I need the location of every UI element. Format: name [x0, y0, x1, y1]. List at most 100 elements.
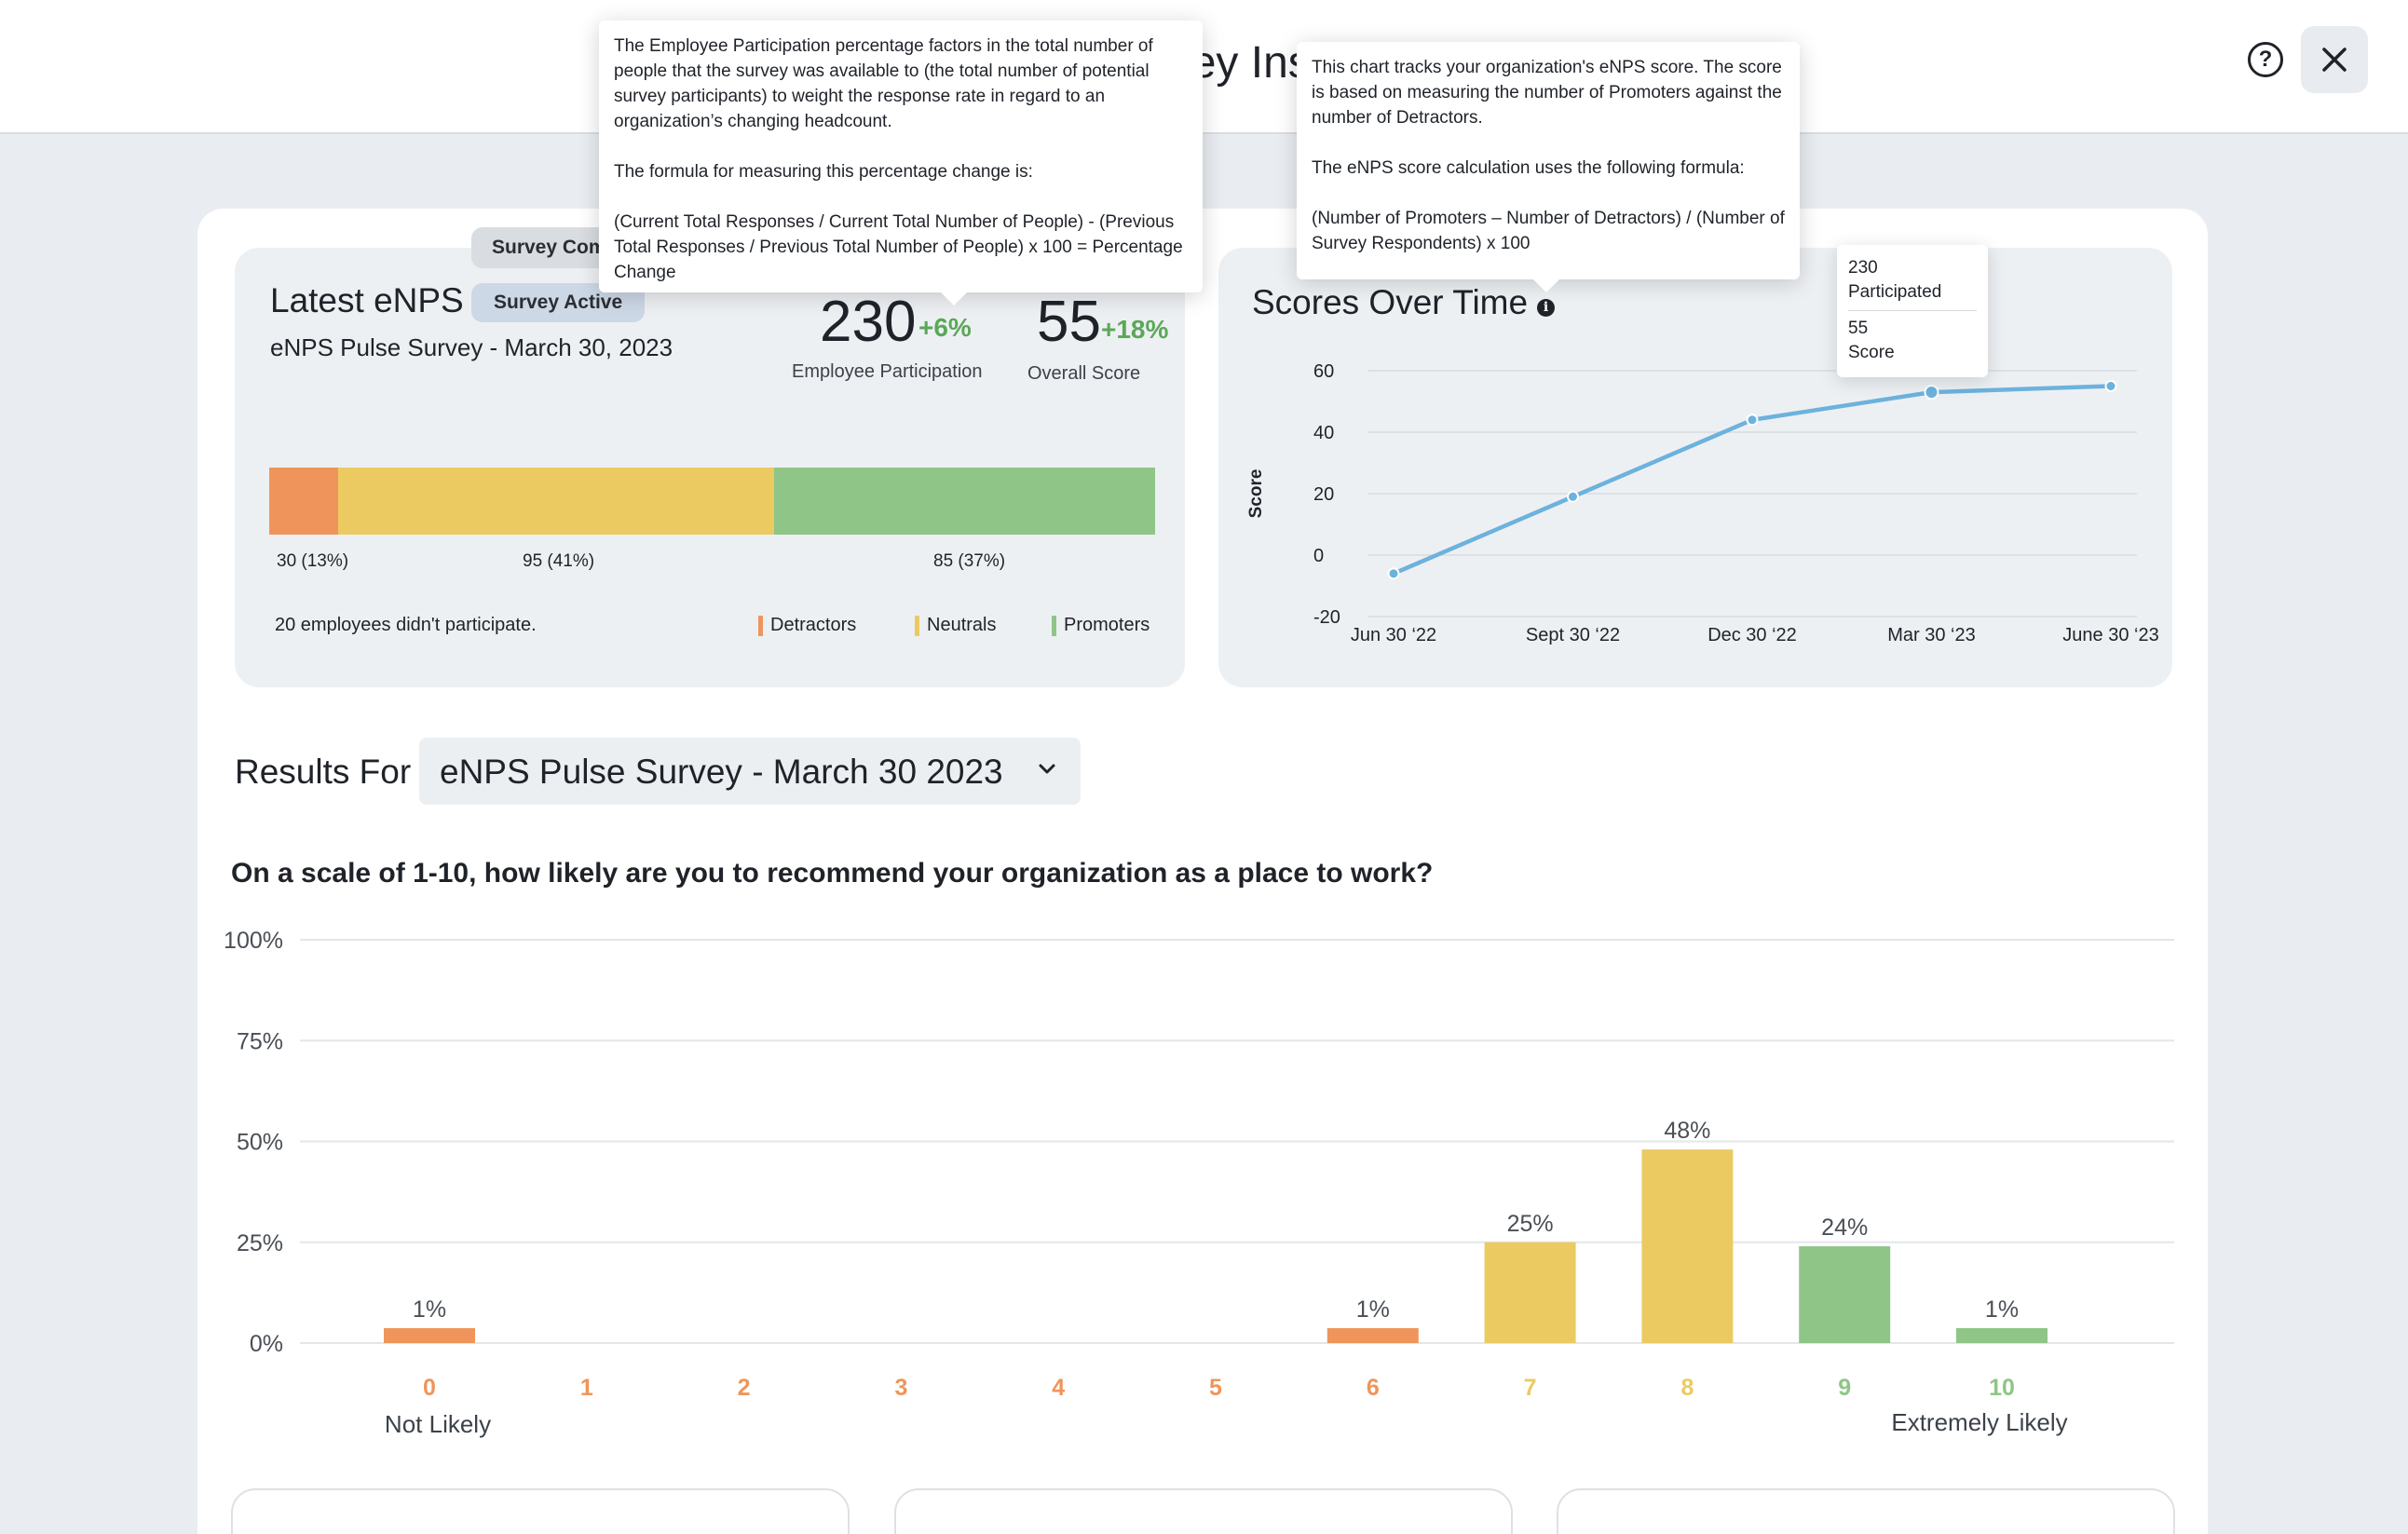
promoters-segment[interactable]: [774, 468, 1155, 535]
bar-value-label: 24%: [1821, 1215, 1868, 1241]
response-breakdown-bar: [269, 468, 1155, 535]
y-tick-label: -20: [1313, 607, 1340, 628]
x-tick-label: Mar 30 ‘23: [1887, 625, 1976, 645]
category-label: 10: [1989, 1375, 2015, 1401]
results-for-label: Results For: [235, 753, 412, 791]
participation-tooltip-arrow: [941, 292, 967, 305]
top-bar: [0, 0, 2408, 134]
close-button[interactable]: [2301, 26, 2368, 93]
y-tick-label: 0%: [250, 1331, 283, 1357]
legend-promoters: Promoters: [1052, 615, 1150, 636]
participation-tooltip: The Employee Participation percentage fa…: [599, 20, 1203, 292]
category-label: 4: [1052, 1375, 1065, 1401]
close-icon: [2322, 48, 2347, 72]
bar-9: [1799, 1246, 1891, 1343]
legend-detractors: Detractors: [758, 615, 856, 636]
participated-label: Participated: [1848, 282, 1942, 302]
detractors-count: 30 (13%): [277, 551, 349, 571]
survey-select-value: eNPS Pulse Survey - March 30 2023: [440, 753, 1003, 791]
survey-name: eNPS Pulse Survey - March 30, 2023: [270, 333, 673, 361]
category-label: 5: [1209, 1375, 1222, 1401]
neutrals-swatch: [915, 615, 919, 636]
legend-label: Detractors: [770, 615, 857, 635]
promoters-count: 85 (37%): [933, 551, 1006, 571]
y-tick-label: 50%: [237, 1130, 283, 1156]
survey-complete-badge: Survey Complete: [471, 227, 620, 268]
y-tick-label: 40: [1313, 423, 1334, 443]
bar-value-label: 1%: [413, 1296, 446, 1323]
latest-enps-title: Latest eNPS: [270, 281, 464, 319]
participation-value: 230: [820, 290, 917, 354]
y-tick-label: 60: [1313, 361, 1334, 382]
bar-6: [1326, 1328, 1419, 1343]
bar-value-label: 1%: [1985, 1296, 2019, 1323]
bar-value-label: 1%: [1356, 1296, 1390, 1323]
overall-score-label: Overall Score: [1027, 363, 1141, 384]
legend-neutrals: Neutrals: [915, 615, 996, 636]
bar-8: [1641, 1149, 1734, 1343]
category-label: 3: [894, 1375, 907, 1401]
scores-over-time-panel: [1218, 248, 2172, 687]
neutrals-count: 95 (41%): [523, 551, 595, 571]
participation-label[interactable]: Employee Participation: [792, 361, 983, 382]
category-label: 8: [1680, 1375, 1694, 1401]
category-label: 9: [1838, 1375, 1851, 1401]
category-label: 0: [423, 1375, 436, 1401]
chevron-down-icon: [1039, 764, 1055, 774]
data-point: [1924, 385, 1939, 400]
participation-delta: +6%: [918, 313, 972, 342]
category-label: 6: [1367, 1375, 1380, 1401]
question-circle-icon: ?: [2258, 47, 2273, 72]
bar-value-label: 25%: [1507, 1211, 1554, 1237]
survey-question: On a scale of 1-10, how likely are you t…: [231, 858, 1434, 889]
overall-score-delta: +18%: [1101, 315, 1169, 344]
promoters-swatch: [1052, 615, 1056, 636]
scale-high-label: Extremely Likely: [1891, 1408, 2067, 1436]
scores-line-chart: 60 40 20 0 -20 Jun 30 ‘22 Sept 30 ‘22 Dec 30 ‘2…: [1246, 361, 2159, 645]
legend-label: Promoters: [1064, 615, 1150, 635]
survey-select[interactable]: [419, 738, 1081, 805]
bar-7: [1484, 1242, 1576, 1343]
data-point-tooltip: 230 Participated 55 Score: [1837, 245, 1988, 377]
x-tick-label: June 30 ‘23: [2062, 625, 2158, 645]
x-tick-label: Dec 30 ‘22: [1707, 625, 1797, 645]
neutrals-segment[interactable]: [338, 468, 774, 535]
help-button[interactable]: ?: [2248, 42, 2283, 77]
category-label: 2: [738, 1375, 751, 1401]
y-tick-label: 100%: [224, 928, 283, 954]
scale-low-label: Not Likely: [385, 1410, 491, 1438]
x-tick-label: Sept 30 ‘22: [1526, 625, 1620, 645]
non-participation-note: 20 employees didn't participate.: [275, 615, 537, 635]
score-label: Score: [1848, 343, 1895, 362]
neutrals-summary-card: [894, 1488, 1513, 1534]
survey-active-badge: Survey Active: [471, 283, 646, 322]
detractors-summary-card: [231, 1488, 850, 1534]
promoters-summary-card: [1557, 1488, 2175, 1534]
scores-over-time-title: Scores Over Time: [1252, 283, 1529, 321]
category-label: 1: [580, 1375, 593, 1401]
y-tick-label: 25%: [237, 1230, 283, 1256]
detractors-segment[interactable]: [269, 468, 338, 535]
y-tick-label: 75%: [237, 1028, 283, 1054]
y-tick-label: 20: [1313, 484, 1334, 505]
x-tick-label: Jun 30 ‘22: [1351, 625, 1436, 645]
data-point: [1746, 414, 1759, 427]
bar-0: [384, 1328, 475, 1343]
overall-score-value: 55: [1037, 290, 1101, 354]
y-axis-label: Score: [1246, 469, 1266, 519]
info-icon[interactable]: i: [1537, 299, 1555, 317]
score-value: 55: [1848, 319, 1869, 338]
detractors-swatch: [758, 615, 763, 636]
score-info-tooltip-arrow: [1533, 279, 1559, 292]
data-point: [1387, 567, 1400, 580]
category-label: 7: [1524, 1375, 1537, 1401]
tooltip-divider: [1848, 310, 1977, 311]
data-point: [2104, 380, 2117, 392]
data-point: [1567, 490, 1579, 503]
score-info-tooltip: This chart tracks your organization's eN…: [1297, 42, 1800, 279]
response-distribution-chart: 100% 75% 50% 25% 0% 1% 0 1 2 3 4 5 1% 6 25% 7 48% 8 24% 9 1%…: [224, 928, 2174, 1438]
y-tick-label: 0: [1313, 546, 1324, 566]
legend-label: Neutrals: [927, 615, 997, 635]
participated-value: 230: [1848, 258, 1878, 278]
bar-10: [1956, 1328, 2047, 1343]
